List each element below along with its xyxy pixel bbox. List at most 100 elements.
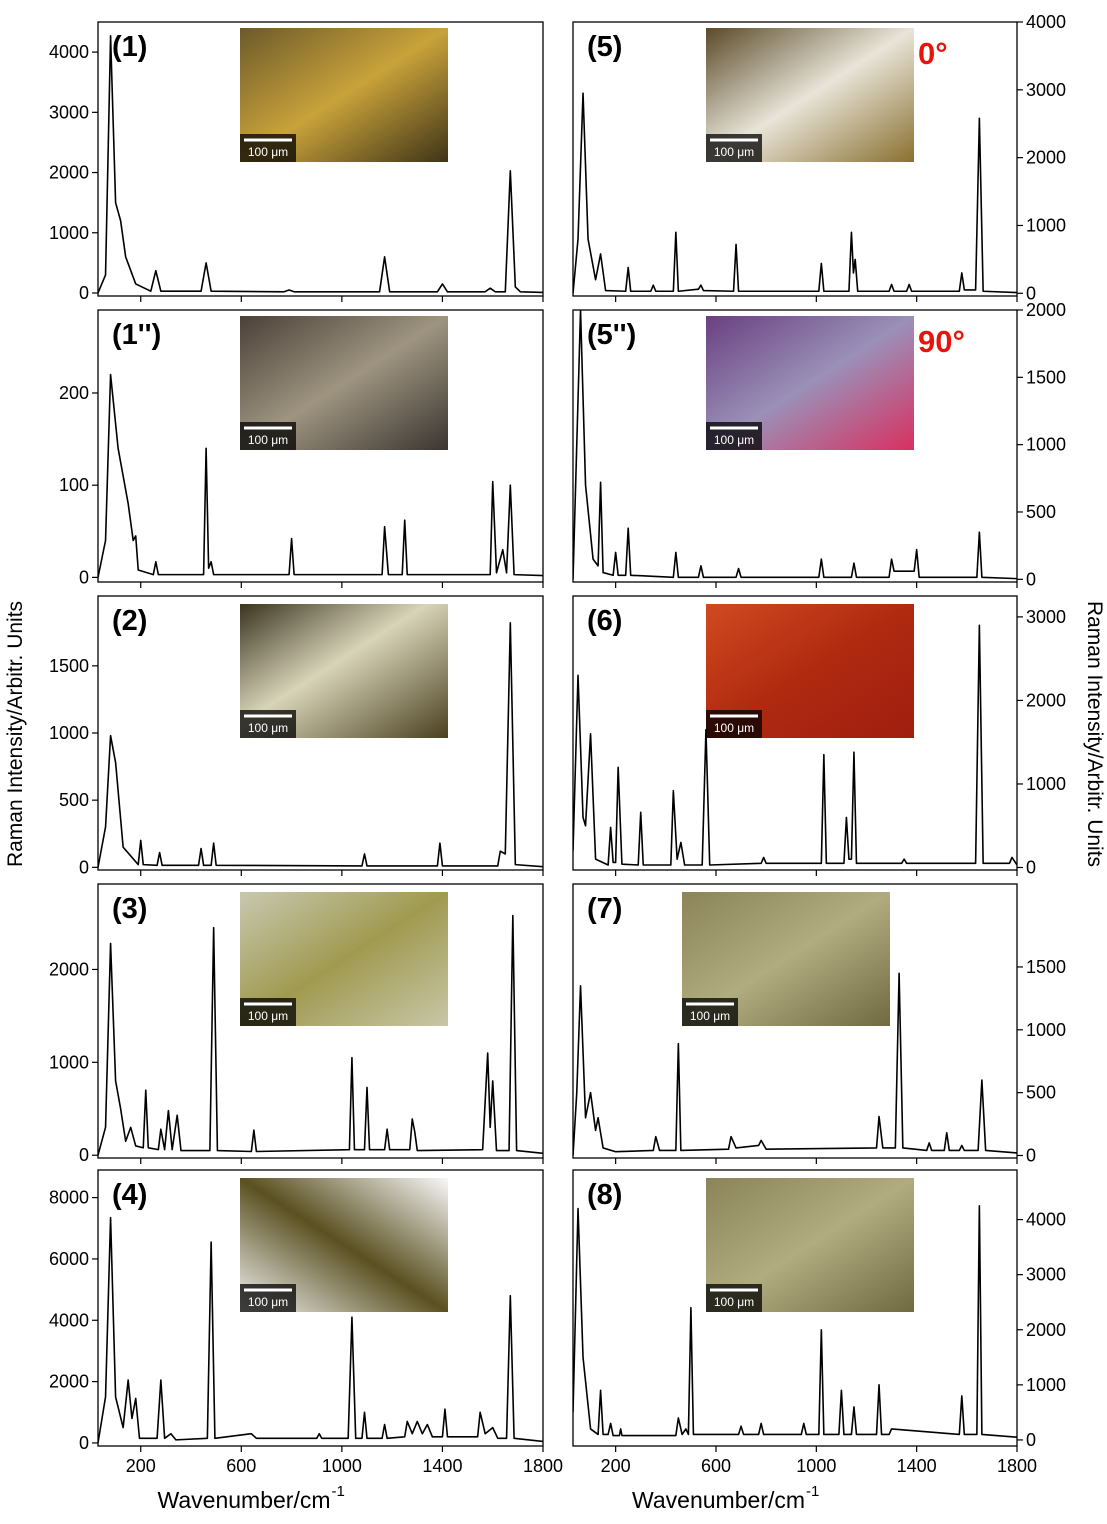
spectrum-line [98,622,543,868]
x-tick-label: 200 [126,1456,156,1476]
scale-bar-label: 100 μm [690,1009,730,1023]
spectrum-line [573,310,1017,580]
panel-label: (2) [112,605,147,637]
spectrum-line [98,373,543,578]
panel-label: (5) [587,31,622,63]
y-tick-label: 200 [59,383,89,403]
x-tick-label: 1000 [322,1456,362,1476]
y-tick-label: 4000 [1026,12,1066,32]
y-tick-label: 1500 [1026,367,1066,387]
x-axis-title: Wavenumber/cm [632,1487,805,1513]
y-tick-label: 1500 [1026,957,1066,977]
scale-bar-label: 100 μm [248,433,288,447]
y-tick-label: 1000 [49,1052,89,1072]
panel-label: (4) [112,1179,147,1211]
y-tick-label: 1000 [1026,774,1066,794]
spectrum-line [98,35,543,294]
y-axis-title: Raman Intensity/Arbitr. Units [1083,601,1106,867]
y-tick-label: 0 [1026,1145,1036,1165]
x-tick-label: 1000 [796,1456,836,1476]
x-tick-label: 1800 [523,1456,563,1476]
panel-label: (1) [112,31,147,63]
scale-bar-label: 100 μm [714,721,754,735]
plot-frame [97,21,544,297]
angle-annotation: 90° [918,324,965,359]
panel-label: (7) [587,893,622,925]
y-tick-label: 1500 [49,656,89,676]
y-tick-label: 0 [1026,283,1036,303]
spectrum-line [573,92,1017,294]
plot-frame [572,309,1018,583]
y-tick-label: 2000 [1026,300,1066,320]
y-tick-label: 3000 [1026,80,1066,100]
y-tick-label: 0 [1026,569,1036,589]
y-tick-label: 2000 [49,959,89,979]
y-tick-label: 2000 [1026,148,1066,168]
scale-bar-label: 100 μm [248,1295,288,1309]
y-tick-label: 100 [59,475,89,495]
panel-label: (8) [587,1179,622,1211]
y-tick-label: 0 [79,857,89,877]
plot-frame [572,595,1018,871]
scale-bar-label: 100 μm [714,433,754,447]
y-tick-label: 4000 [49,1310,89,1330]
y-tick-label: 0 [79,1433,89,1453]
y-tick-label: 3000 [49,102,89,122]
x-tick-label: 600 [701,1456,731,1476]
y-tick-label: 0 [79,1145,89,1165]
scale-bar-label: 100 μm [248,721,288,735]
x-tick-label: 1400 [422,1456,462,1476]
panel-label: (3) [112,893,147,925]
scale-bar-label: 100 μm [714,1295,754,1309]
y-tick-label: 0 [79,283,89,303]
y-tick-label: 1000 [1026,1375,1066,1395]
spectrum-line [98,1216,543,1444]
spectrum-line [573,1205,1017,1438]
spectrum-line [573,972,1017,1156]
y-tick-label: 2000 [49,163,89,183]
y-tick-label: 1000 [1026,215,1066,235]
scale-bar-label: 100 μm [248,145,288,159]
plot-frame [97,1169,544,1447]
y-tick-label: 1000 [49,223,89,243]
y-tick-label: 6000 [49,1249,89,1269]
y-tick-label: 1000 [1026,1020,1066,1040]
y-tick-label: 2000 [49,1372,89,1392]
plot-frame [97,883,544,1159]
y-tick-label: 3000 [1026,1265,1066,1285]
y-tick-label: 500 [1026,1083,1056,1103]
y-tick-label: 0 [1026,857,1036,877]
y-tick-label: 1000 [49,723,89,743]
angle-annotation: 0° [918,36,948,71]
panel-label: (6) [587,605,622,637]
x-tick-label: 1400 [897,1456,937,1476]
panel-label: (1'') [112,319,161,351]
y-tick-label: 500 [59,790,89,810]
plot-frame [97,309,544,583]
y-tick-label: 4000 [1026,1210,1066,1230]
y-tick-label: 0 [79,567,89,587]
x-tick-label: 200 [601,1456,631,1476]
y-tick-label: 8000 [49,1188,89,1208]
x-tick-label: 600 [226,1456,256,1476]
x-axis-title-superscript: -1 [332,1483,345,1500]
plot-frame [572,883,1018,1159]
x-axis-title-superscript: -1 [806,1483,819,1500]
x-axis-title: Wavenumber/cm [158,1487,331,1513]
plot-frame [572,1169,1018,1447]
scale-bar-label: 100 μm [248,1009,288,1023]
scale-bar-label: 100 μm [714,145,754,159]
spectrum-line [573,624,1017,866]
y-tick-label: 1000 [1026,435,1066,455]
y-tick-label: 500 [1026,502,1056,522]
plot-frame [572,21,1018,297]
spectrum-line [98,914,543,1156]
y-tick-label: 4000 [49,42,89,62]
y-axis-title: Raman Intensity/Arbitr. Units [4,601,27,867]
y-tick-label: 2000 [1026,690,1066,710]
y-tick-label: 0 [1026,1430,1036,1450]
y-tick-label: 3000 [1026,607,1066,627]
x-tick-label: 1800 [997,1456,1037,1476]
